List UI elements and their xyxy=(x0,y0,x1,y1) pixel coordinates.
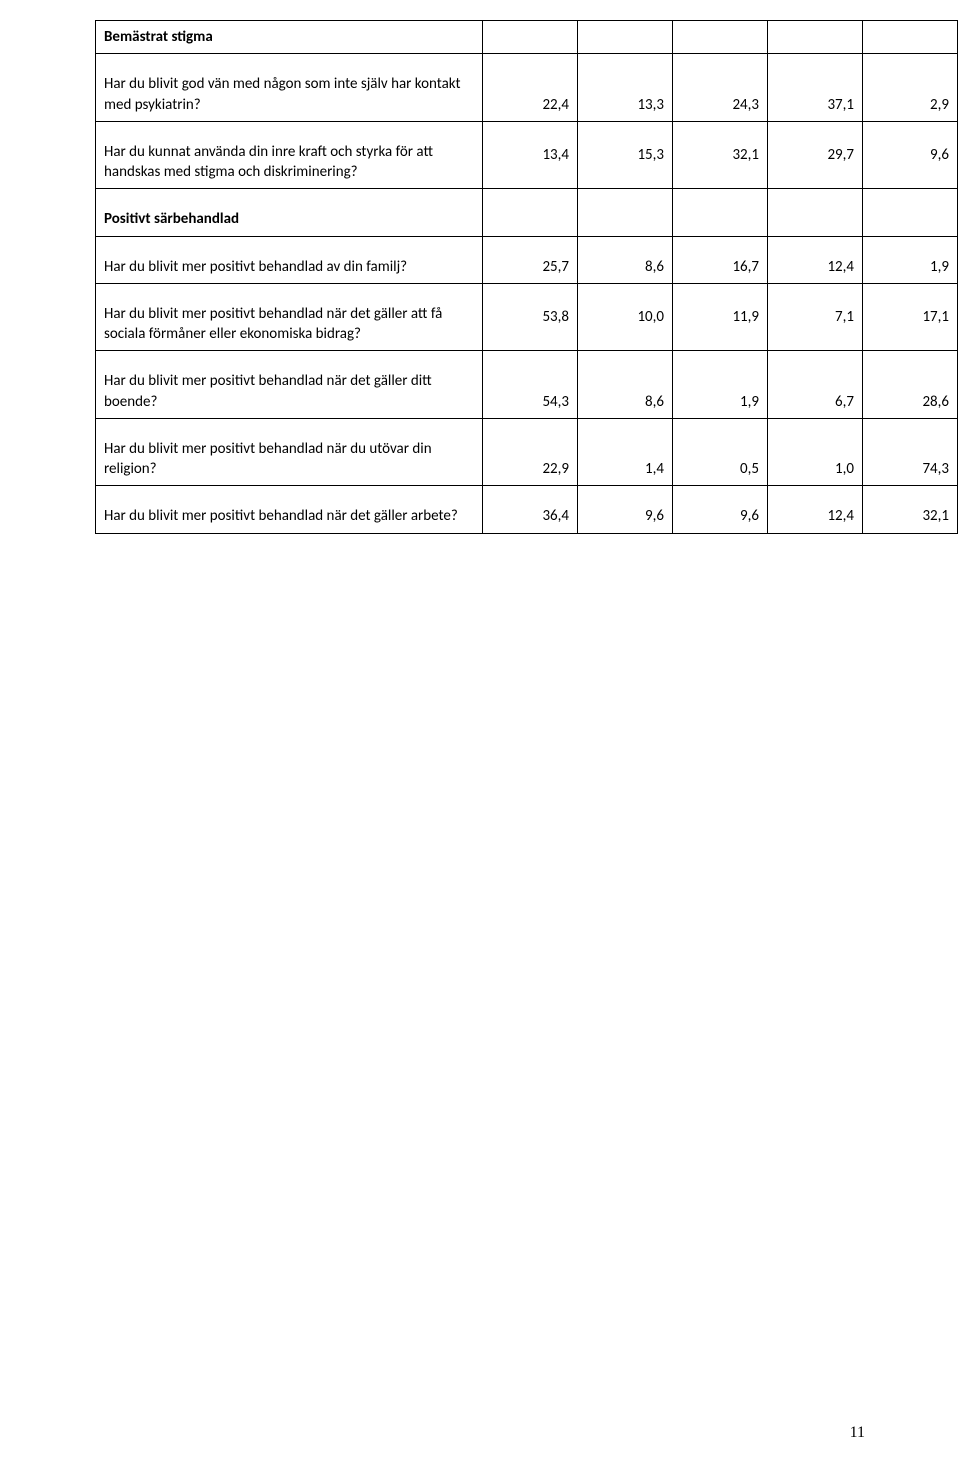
table-row: Har du blivit god vän med någon som inte… xyxy=(96,54,958,122)
empty-cell xyxy=(578,21,673,54)
row-label: Har du kunnat använda din inre kraft och… xyxy=(96,121,483,189)
row-value: 9,6 xyxy=(578,486,673,533)
row-value: 13,3 xyxy=(578,54,673,122)
row-value: 12,4 xyxy=(768,486,863,533)
row-value: 2,9 xyxy=(863,54,958,122)
row-value: 32,1 xyxy=(673,121,768,189)
row-value: 1,0 xyxy=(768,418,863,486)
empty-cell xyxy=(578,189,673,236)
row-value: 11,9 xyxy=(673,283,768,351)
row-value: 29,7 xyxy=(768,121,863,189)
empty-cell xyxy=(483,189,578,236)
row-value: 36,4 xyxy=(483,486,578,533)
row-label: Har du blivit mer positivt behandlad av … xyxy=(96,236,483,283)
row-value: 8,6 xyxy=(578,351,673,419)
row-value: 6,7 xyxy=(768,351,863,419)
empty-cell xyxy=(673,21,768,54)
row-value: 1,9 xyxy=(863,236,958,283)
row-value: 9,6 xyxy=(673,486,768,533)
row-value: 10,0 xyxy=(578,283,673,351)
row-value: 9,6 xyxy=(863,121,958,189)
empty-cell xyxy=(863,21,958,54)
row-value: 0,5 xyxy=(673,418,768,486)
row-value: 25,7 xyxy=(483,236,578,283)
table-row: Har du blivit mer positivt behandlad när… xyxy=(96,283,958,351)
row-value: 28,6 xyxy=(863,351,958,419)
row-label: Har du blivit mer positivt behandlad när… xyxy=(96,418,483,486)
row-value: 15,3 xyxy=(578,121,673,189)
row-value: 1,4 xyxy=(578,418,673,486)
row-value: 54,3 xyxy=(483,351,578,419)
row-value: 32,1 xyxy=(863,486,958,533)
table-row: Har du kunnat använda din inre kraft och… xyxy=(96,121,958,189)
table-row: Har du blivit mer positivt behandlad när… xyxy=(96,351,958,419)
row-value: 22,9 xyxy=(483,418,578,486)
row-label: Har du blivit god vän med någon som inte… xyxy=(96,54,483,122)
empty-cell xyxy=(483,21,578,54)
row-value: 16,7 xyxy=(673,236,768,283)
section-header-row: Positivt särbehandlad xyxy=(96,189,958,236)
empty-cell xyxy=(768,21,863,54)
section-title: Positivt särbehandlad xyxy=(96,189,483,236)
row-label: Har du blivit mer positivt behandlad när… xyxy=(96,486,483,533)
row-value: 8,6 xyxy=(578,236,673,283)
row-label: Har du blivit mer positivt behandlad när… xyxy=(96,351,483,419)
section-title: Bemästrat stigma xyxy=(96,21,483,54)
row-value: 22,4 xyxy=(483,54,578,122)
row-value: 12,4 xyxy=(768,236,863,283)
data-table: Bemästrat stigma Har du blivit god vän m… xyxy=(95,20,958,534)
empty-cell xyxy=(863,189,958,236)
row-value: 24,3 xyxy=(673,54,768,122)
row-value: 1,9 xyxy=(673,351,768,419)
row-value: 17,1 xyxy=(863,283,958,351)
table-row: Har du blivit mer positivt behandlad av … xyxy=(96,236,958,283)
section-header-row: Bemästrat stigma xyxy=(96,21,958,54)
table-row: Har du blivit mer positivt behandlad när… xyxy=(96,486,958,533)
row-value: 13,4 xyxy=(483,121,578,189)
table-row: Har du blivit mer positivt behandlad när… xyxy=(96,418,958,486)
page-number: 11 xyxy=(850,1424,865,1442)
row-value: 74,3 xyxy=(863,418,958,486)
page-content: Bemästrat stigma Har du blivit god vän m… xyxy=(0,0,960,534)
empty-cell xyxy=(673,189,768,236)
row-label: Har du blivit mer positivt behandlad när… xyxy=(96,283,483,351)
row-value: 37,1 xyxy=(768,54,863,122)
row-value: 53,8 xyxy=(483,283,578,351)
empty-cell xyxy=(768,189,863,236)
row-value: 7,1 xyxy=(768,283,863,351)
